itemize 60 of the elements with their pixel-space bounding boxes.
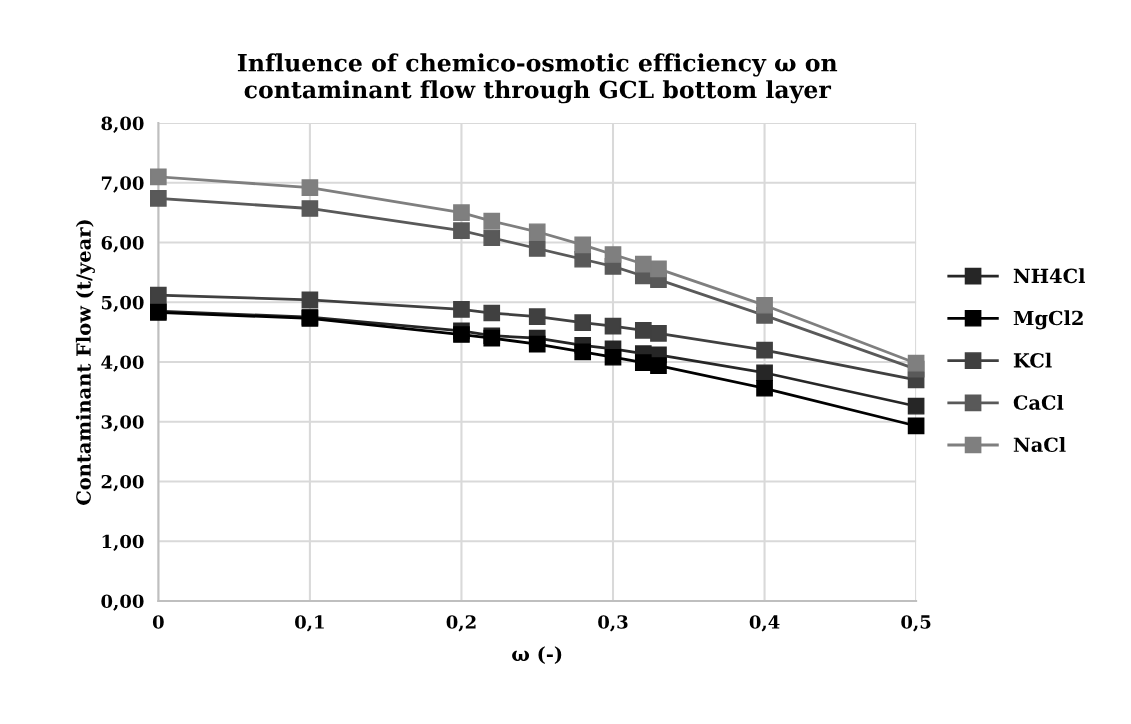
point (301, 291, 319, 309)
point (634, 322, 652, 339)
point (453, 301, 470, 318)
y-tick-label: 6,00 (101, 236, 144, 253)
point (907, 354, 925, 372)
point (528, 335, 546, 353)
x-tick-label: 0,3 (598, 615, 628, 632)
point (150, 286, 167, 304)
y-tick-label: 0,00 (101, 594, 144, 611)
point (453, 222, 470, 239)
point (756, 296, 773, 314)
x-tick-label: 0,1 (295, 615, 324, 632)
y-tick-label: 8,00 (101, 116, 144, 133)
legend-label: CaCl (1013, 394, 1064, 410)
point (483, 229, 501, 247)
chart-title: Influence of chemico-osmotic efficiency ω on contaminant flow through GCL bottom layer (237, 53, 838, 104)
point (301, 200, 319, 217)
point (634, 255, 652, 273)
point (604, 317, 622, 335)
x-axis-title: ω (-) (512, 646, 562, 664)
point (528, 240, 546, 257)
y-tick-label: 5,00 (101, 295, 144, 313)
point (604, 246, 622, 263)
point (574, 343, 592, 361)
x-tick-label: 0,4 (749, 615, 780, 632)
legend-label: NaCl (1013, 437, 1066, 453)
x-tick-label: 0,5 (901, 615, 931, 632)
x-tick-label: 0 (152, 615, 164, 629)
y-tick-label: 2,00 (101, 474, 144, 492)
point (756, 341, 773, 359)
point (301, 179, 319, 196)
point (150, 168, 167, 186)
point (756, 379, 773, 397)
point (574, 236, 592, 254)
point (907, 417, 925, 435)
point (150, 190, 167, 207)
y-tick-label: 7,00 (101, 176, 144, 193)
x-tick-label: 0,2 (446, 615, 476, 632)
y-tick-label: 4,00 (101, 355, 144, 372)
point (483, 212, 501, 230)
point (574, 314, 592, 331)
point (650, 324, 667, 342)
legend-label: KCl (1013, 352, 1052, 368)
point (528, 223, 546, 241)
legend-label: MgCl2 (1013, 310, 1083, 330)
point (574, 250, 592, 268)
point (650, 260, 667, 278)
y-tick-label: 3,00 (101, 415, 144, 432)
point (528, 308, 546, 325)
y-axis-title: Contaminant Flow (t/year) (75, 220, 95, 505)
point (483, 304, 501, 322)
point (453, 326, 470, 343)
point (907, 397, 925, 415)
point (604, 348, 622, 366)
point (756, 364, 773, 382)
point (453, 204, 470, 222)
y-tick-label: 1,00 (102, 534, 144, 552)
point (650, 357, 667, 374)
legend-label: NH4Cl (1013, 268, 1085, 284)
point (634, 354, 652, 371)
